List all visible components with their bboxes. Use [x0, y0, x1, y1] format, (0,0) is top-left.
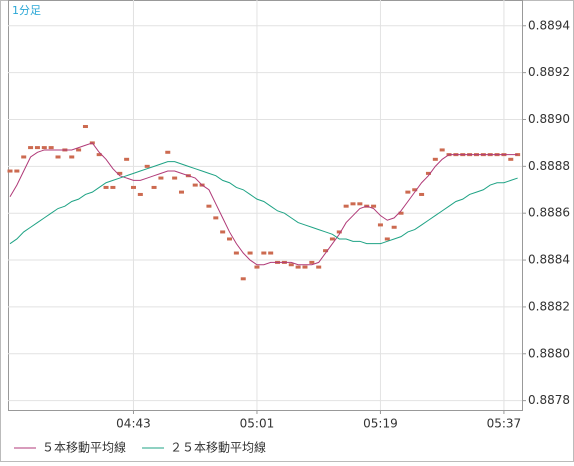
x-tick-label: 04:43 [116, 417, 151, 431]
price-dash [412, 188, 418, 192]
y-tick-label: 0.8886 [528, 206, 570, 220]
price-dash [329, 237, 335, 241]
price-dash [439, 148, 445, 152]
price-dash [371, 204, 377, 208]
y-tick-label: 0.8890 [528, 112, 570, 126]
legend-label: ５本移動平均線 [42, 440, 126, 455]
price-dash [124, 157, 130, 161]
price-dash [206, 204, 212, 208]
price-dash [76, 148, 82, 152]
price-dash [425, 171, 431, 175]
price-dash [295, 265, 301, 269]
price-dash [227, 237, 233, 241]
price-dash [240, 277, 246, 281]
price-dash [69, 155, 75, 159]
price-dash [432, 157, 438, 161]
price-dash [316, 265, 322, 269]
price-dash [302, 265, 308, 269]
price-dash [343, 204, 349, 208]
price-dash [233, 251, 239, 255]
price-dash [391, 225, 397, 229]
price-dash [261, 251, 267, 255]
y-tick-label: 0.8892 [528, 65, 570, 79]
price-dash [508, 157, 514, 161]
price-dash [288, 263, 294, 267]
price-dash [7, 169, 13, 173]
price-dash [419, 192, 425, 196]
price-dash [179, 190, 184, 194]
y-tick-label: 0.8882 [528, 299, 570, 313]
x-tick-label: 05:37 [487, 417, 522, 431]
moving-average-line [9, 161, 518, 245]
price-dash [165, 150, 171, 154]
price-dash [398, 211, 404, 215]
price-dash [254, 265, 260, 269]
moving-average-line [9, 142, 518, 266]
price-dash [34, 146, 40, 150]
y-tick-label: 0.8888 [528, 159, 570, 173]
y-tick-label: 0.8880 [528, 346, 570, 360]
price-dash [158, 176, 164, 180]
price-dash [350, 202, 356, 206]
y-tick-label: 0.8884 [528, 253, 570, 267]
legend: ５本移動平均線 ２５本移動平均線 [14, 440, 266, 455]
price-dash [48, 146, 54, 150]
price-dash [103, 185, 109, 189]
price-dash [357, 202, 363, 206]
price-dash [151, 185, 157, 189]
price-dash [213, 216, 219, 220]
price-dash [220, 230, 226, 234]
price-dash [172, 176, 178, 180]
price-dash [384, 237, 390, 241]
price-dash [247, 251, 253, 255]
price-dash [41, 146, 47, 150]
price-dash [28, 146, 34, 150]
price-dash [14, 169, 20, 173]
price-dash [82, 125, 88, 129]
plot-area [8, 0, 523, 411]
price-dash [117, 171, 123, 175]
price-dash [405, 190, 411, 194]
price-dash [21, 155, 27, 159]
price-dash [130, 185, 136, 189]
price-dash [96, 153, 102, 157]
y-tick-label: 0.8878 [528, 393, 570, 407]
price-dash [309, 260, 315, 264]
price-dash [268, 251, 274, 255]
chart-title: 1分足 [12, 4, 41, 17]
price-dash [192, 183, 198, 187]
y-tick-label: 0.8894 [528, 18, 570, 32]
price-dash [336, 230, 342, 234]
x-tick-label: 05:01 [240, 417, 275, 431]
price-dash [137, 192, 143, 196]
x-tick-label: 05:19 [363, 417, 398, 431]
price-dash [110, 185, 116, 189]
price-dash [377, 223, 383, 227]
legend-label: ２５本移動平均線 [170, 440, 266, 455]
price-dash [55, 155, 61, 159]
price-dash [323, 249, 329, 253]
price-dash [144, 164, 150, 168]
